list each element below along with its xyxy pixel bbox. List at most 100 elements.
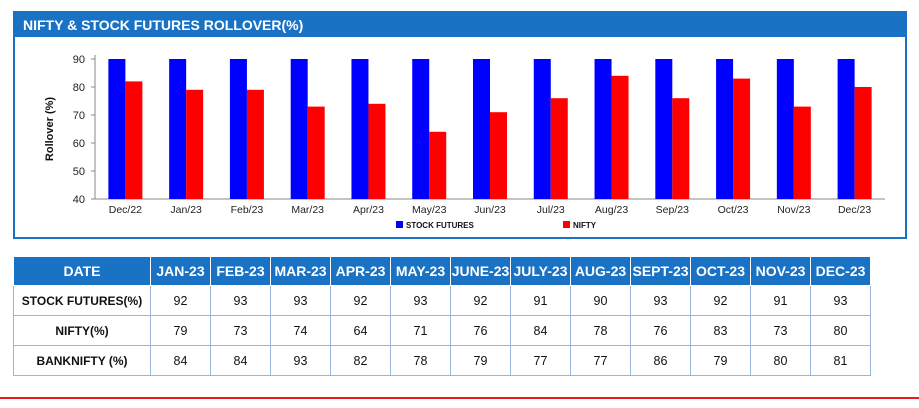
table-header-month: MAY-23 [390,256,451,286]
table-header-month: JAN-23 [150,256,211,286]
legend-nifty-label: NIFTY [573,221,597,230]
bar-nifty [186,89,204,199]
chart-panel-title: NIFTY & STOCK FUTURES ROLLOVER(%) [15,13,905,37]
table-cell: 93 [810,285,871,316]
bar-stock-futures [655,59,673,199]
table-cell: 77 [570,345,631,376]
table-header-month: AUG-23 [570,256,631,286]
table-cell: 79 [690,345,751,376]
table-cell: 86 [630,345,691,376]
bar-stock-futures [412,59,430,199]
bar-nifty [368,103,386,199]
bar-stock-futures [351,59,369,199]
bar-stock-futures [533,59,551,199]
table-cell: 78 [570,315,631,346]
table-row-label: STOCK FUTURES(%) [13,285,151,316]
footer-divider [0,397,919,399]
table-header-date: DATE [13,256,151,286]
table-cell: 73 [210,315,271,346]
table-cell: 93 [630,285,691,316]
table-cell: 90 [570,285,631,316]
table-cell: 79 [450,345,511,376]
bar-stock-futures [108,59,126,199]
table-cell: 82 [330,345,391,376]
x-tick-label: Feb/23 [231,204,264,216]
table-cell: 84 [510,315,571,346]
table-cell: 93 [270,285,331,316]
table-cell: 84 [210,345,271,376]
x-tick-label: Dec/23 [838,204,871,216]
table-cell: 64 [330,315,391,346]
bar-stock-futures [594,59,612,199]
legend-stock-futures-swatch [396,221,403,228]
bar-nifty [307,106,325,199]
bar-nifty [854,87,872,199]
table-row-label: NIFTY(%) [13,315,151,346]
table-row-label: BANKNIFTY (%) [13,345,151,376]
table-cell: 71 [390,315,451,346]
x-tick-label: Jun/23 [474,204,506,216]
x-tick-label: Mar/23 [291,204,324,216]
table-cell: 93 [210,285,271,316]
table-cell: 92 [330,285,391,316]
table-header-month: JULY-23 [510,256,571,286]
y-tick-label: 80 [73,82,85,94]
table-cell: 93 [390,285,451,316]
rollover-table: DATE JAN-23 FEB-23 MAR-23 APR-23 MAY-23 JUNE-2… [13,256,871,376]
bar-stock-futures [169,59,187,199]
x-tick-label: Jul/23 [537,204,565,216]
y-tick-label: 50 [73,166,85,178]
table-header-month: MAR-23 [270,256,331,286]
y-tick-label: 60 [73,138,85,150]
bar-nifty [793,106,811,199]
x-tick-label: May/23 [412,204,447,216]
table-cell: 83 [690,315,751,346]
table-cell: 76 [630,315,691,346]
bar-nifty [490,112,507,199]
table-row: NIFTY(%) 79 73 74 64 71 76 84 78 76 83 73 80 [13,315,871,346]
table-cell: 92 [690,285,751,316]
x-tick-label: Oct/23 [718,204,749,216]
table-cell: 81 [810,345,871,376]
x-tick-label: Apr/23 [353,204,384,216]
table-cell: 73 [750,315,811,346]
x-tick-label: Sep/23 [656,204,689,216]
table-header-month: FEB-23 [210,256,271,286]
table-header-month: DEC-23 [810,256,871,286]
table-cell: 77 [510,345,571,376]
bar-nifty [733,78,751,199]
table-cell: 91 [750,285,811,316]
table-cell: 80 [750,345,811,376]
y-axis-title: Rollover (%) [44,97,56,162]
x-tick-label: Aug/23 [595,204,628,216]
table-header-month: SEPT-23 [630,256,691,286]
chart-panel: NIFTY & STOCK FUTURES ROLLOVER(%) 40 50 60… [13,11,907,239]
table-row: STOCK FUTURES(%) 92 93 93 92 93 92 91 90 93 92 91 93 [13,285,871,316]
table-cell: 91 [510,285,571,316]
table-cell: 92 [450,285,511,316]
bar-stock-futures [473,59,490,199]
table-header-month: JUNE-23 [450,256,511,286]
table-row: BANKNIFTY (%) 84 84 93 82 78 79 77 77 86 79 80 81 [13,345,871,376]
bar-stock-futures [716,59,734,199]
table-header-month: OCT-23 [690,256,751,286]
table-cell: 74 [270,315,331,346]
legend-nifty-swatch [563,221,570,228]
x-tick-label: Nov/23 [777,204,810,216]
bar-stock-futures [837,59,855,199]
table-header-month: APR-23 [330,256,391,286]
table-cell: 84 [150,345,211,376]
table-cell: 92 [150,285,211,316]
x-tick-label: Jan/23 [170,204,202,216]
table-cell: 78 [390,345,451,376]
table-cell: 80 [810,315,871,346]
y-tick-label: 40 [73,194,85,206]
bar-nifty [125,81,143,199]
table-header-month: NOV-23 [750,256,811,286]
y-tick-label: 70 [73,110,85,122]
table-cell: 93 [270,345,331,376]
bar-nifty [550,98,568,199]
rollover-bar-chart: 40 50 60 70 80 90 Rollover (%) Dec/22 Jan/23 Feb/… [44,54,885,230]
bar-stock-futures [290,59,308,199]
bar-nifty [429,131,447,199]
